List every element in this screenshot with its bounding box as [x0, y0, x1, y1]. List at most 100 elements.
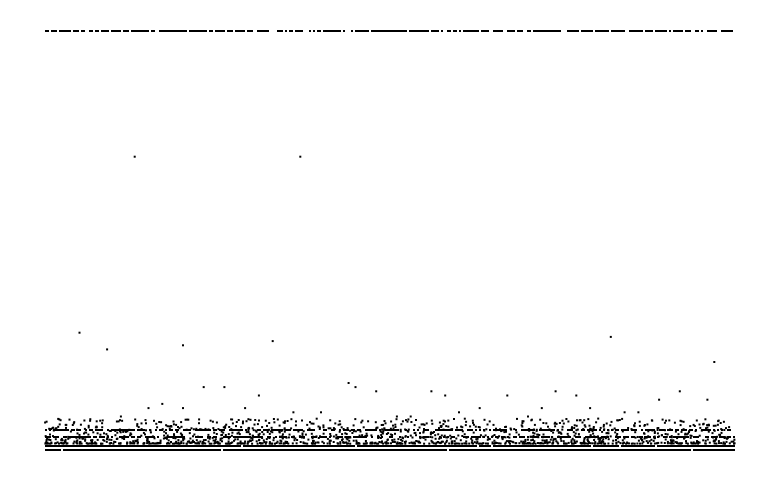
data-point: [233, 429, 235, 431]
data-point: [341, 445, 343, 447]
data-point: [521, 442, 524, 445]
data-point: [247, 30, 249, 32]
data-point: [704, 439, 707, 442]
data-point: [583, 429, 585, 431]
data-point: [491, 436, 493, 438]
data-point: [156, 426, 159, 429]
data-point: [572, 431, 575, 434]
data-point: [535, 429, 538, 432]
data-point: [237, 436, 239, 438]
data-point: [461, 449, 463, 451]
data-point: [317, 437, 320, 439]
data-point: [455, 445, 457, 447]
data-point: [87, 442, 90, 445]
data-point: [631, 436, 633, 438]
data-point: [413, 30, 415, 32]
data-point: [619, 442, 622, 445]
data-point: [199, 429, 201, 431]
data-point: [284, 441, 287, 444]
data-point: [309, 30, 311, 32]
data-point: [681, 445, 683, 447]
data-point: [722, 441, 725, 444]
data-point: [393, 429, 395, 431]
data-point: [617, 436, 619, 438]
data-point: [612, 439, 615, 442]
data-point: [380, 424, 383, 426]
data-point: [245, 449, 247, 451]
data-point: [715, 438, 717, 441]
data-point: [586, 438, 589, 441]
data-point: [180, 442, 183, 445]
data-point: [593, 442, 596, 445]
data-point: [696, 441, 698, 444]
data-point: [321, 440, 324, 443]
data-point: [148, 442, 151, 445]
data-point: [47, 449, 49, 451]
data-point: [131, 429, 133, 431]
data-point: [129, 441, 132, 444]
data-point: [67, 445, 69, 447]
data-point: [721, 429, 723, 431]
data-point: [77, 449, 79, 451]
data-point: [597, 437, 600, 440]
data-point: [533, 429, 535, 431]
data-point: [130, 433, 133, 436]
data-point: [199, 440, 202, 443]
data-point: [209, 419, 212, 422]
data-point: [220, 430, 223, 433]
data-point: [283, 449, 285, 451]
data-point: [663, 436, 665, 438]
data-point: [421, 30, 423, 32]
data-point: [399, 428, 402, 431]
data-point: [113, 30, 115, 32]
data-point: [287, 429, 289, 431]
data-point: [361, 434, 364, 437]
data-point: [349, 449, 351, 451]
data-point: [212, 427, 215, 430]
data-point: [99, 436, 101, 438]
data-point: [647, 436, 649, 438]
data-point: [421, 445, 423, 447]
data-point: [339, 442, 342, 445]
data-point: [64, 441, 67, 444]
data-point: [105, 30, 107, 32]
data-point: [545, 449, 547, 451]
data-point: [443, 434, 446, 437]
data-point: [49, 442, 52, 445]
data-point: [237, 431, 240, 434]
data-point: [722, 442, 725, 445]
data-point: [516, 417, 518, 420]
data-point: [182, 344, 184, 347]
data-point: [677, 433, 680, 436]
data-point: [551, 449, 553, 451]
data-point: [231, 418, 234, 421]
data-point: [409, 30, 411, 32]
data-point: [103, 432, 105, 435]
data-point: [325, 436, 327, 438]
data-point: [492, 423, 495, 426]
data-point: [325, 445, 327, 447]
data-point: [497, 449, 499, 451]
data-point: [170, 441, 172, 443]
data-point: [61, 429, 63, 431]
data-point: [425, 30, 427, 32]
data-point: [202, 439, 205, 442]
data-point: [709, 429, 711, 431]
data-point: [181, 445, 183, 447]
data-point: [471, 449, 473, 451]
data-point: [139, 436, 141, 438]
data-point: [209, 449, 211, 451]
data-point: [467, 449, 469, 451]
data-point: [312, 439, 315, 442]
data-point: [112, 442, 115, 445]
data-point: [385, 30, 387, 32]
data-point: [569, 449, 571, 451]
data-point: [665, 445, 667, 447]
data-point: [589, 449, 591, 451]
data-point: [277, 429, 279, 431]
data-point: [683, 449, 685, 451]
data-point: [575, 424, 578, 427]
data-point: [695, 30, 697, 32]
data-point: [169, 30, 171, 32]
data-point: [268, 428, 271, 431]
